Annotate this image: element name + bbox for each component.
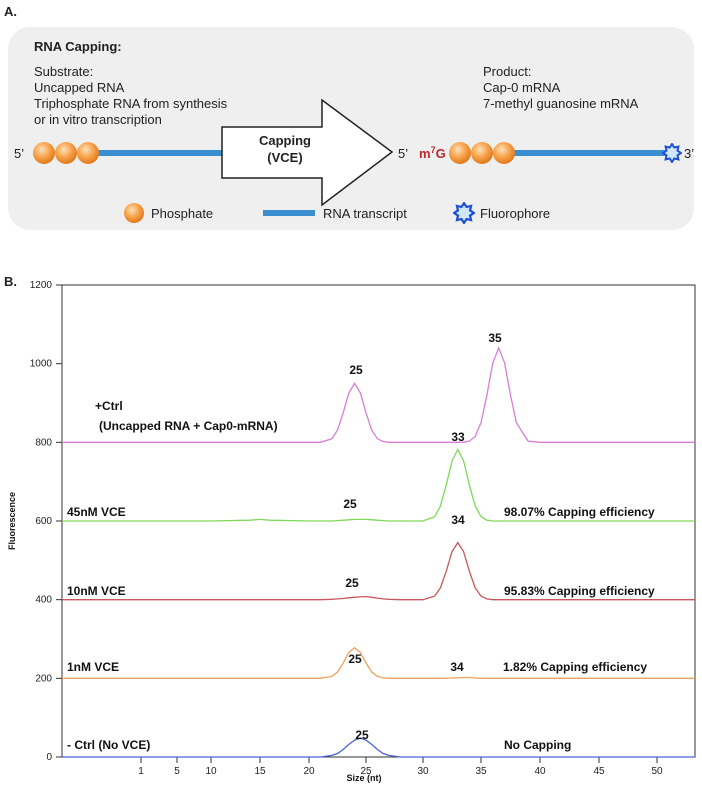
trace-label: 45nM VCE [67,505,126,519]
y-tick-label: 400 [35,595,52,606]
substrate-text: or in vitro transcription [34,112,162,127]
substrate-text: Triphosphate RNA from synthesis [34,96,228,111]
x-tick-label: 10 [205,766,217,777]
trace-label: 10nM VCE [67,584,126,598]
chart: Fluorescence Size (nt) 0 200 400 600 800 1000… [7,280,696,783]
fluorophore [662,143,682,163]
phosphate [493,142,515,164]
x-tick-label: 15 [254,766,266,777]
panel-a: A. RNA Capping: Substrate: Uncapped RNA … [4,4,694,230]
capping-note: 98.07% Capping efficiency [504,505,655,519]
legend-fluorophore [453,202,475,224]
three-prime: 3’ [684,146,694,161]
x-tick-label: 1 [138,766,144,777]
cap-part: 7 [431,145,436,155]
y-tick-label: 1000 [30,359,53,370]
trace-label-detail: (Uncapped RNA + Cap0-mRNA) [99,419,278,433]
x-tick-label: 25 [360,766,372,777]
peak-label: 34 [451,513,465,527]
legend-transcript [263,210,315,216]
legend-text: Phosphate [151,206,213,221]
panel-label: B. [4,274,17,289]
product-text: Cap-0 mRNA [483,80,561,95]
peak-label: 35 [488,331,502,345]
peak-label: 25 [349,363,363,377]
x-tick-label: 30 [417,766,429,777]
legend-phosphate [124,203,144,223]
x-tick-label: 5 [174,766,180,777]
x-tick-label: 50 [651,766,663,777]
trace-label: +Ctrl [95,399,123,413]
trace [62,346,695,443]
x-tick-label: 35 [475,766,487,777]
five-prime: 5’ [398,146,408,161]
capping-note: 95.83% Capping efficiency [504,584,655,598]
five-prime: 5’ [14,146,24,161]
x-tick-label: 20 [303,766,315,777]
arrow-text: (VCE) [267,150,302,165]
y-tick-label: 0 [46,752,52,763]
trace-label: 1nM VCE [67,660,119,674]
trace [62,447,695,522]
y-axis-label: Fluorescence [7,492,17,550]
legend-text: Fluorophore [480,206,550,221]
trace-label: - Ctrl (No VCE) [67,738,150,752]
phosphate [449,142,471,164]
rna-transcript [96,150,248,156]
phosphate [471,142,493,164]
peak-label: 25 [348,652,362,666]
panel-label: A. [4,4,17,19]
heading: RNA Capping: [34,39,122,54]
phosphate [55,142,77,164]
cap-part: G [436,146,446,161]
substrate-text: Uncapped RNA [34,80,125,95]
y-tick-label: 600 [35,516,52,527]
legend-text: RNA transcript [323,206,407,221]
rna-transcript [511,150,668,156]
phosphate [33,142,55,164]
phosphate [77,142,99,164]
product-text: Product: [483,64,531,79]
y-tick-label: 1200 [30,280,53,291]
trace [62,646,695,679]
cap-label: m7G [419,145,446,161]
y-tick-label: 200 [35,673,52,684]
x-tick-label: 45 [593,766,605,777]
peak-label: 25 [345,576,359,590]
peak-label: 34 [450,660,464,674]
capping-note: 1.82% Capping efficiency [503,660,647,674]
capping-note: No Capping [504,738,571,752]
substrate-text: Substrate: [34,64,93,79]
peak-label: 25 [343,497,357,511]
y-tick-label: 800 [35,437,52,448]
x-axis-label: Size (nt) [347,773,382,783]
cap-part: m [419,146,431,161]
x-tick-label: 40 [534,766,546,777]
arrow-text: Capping [259,133,311,148]
trace [62,737,695,758]
product-text: 7-methyl guanosine mRNA [483,96,639,111]
peak-label: 33 [451,430,465,444]
peak-label: 25 [355,728,369,742]
trace [62,541,695,601]
capping-arrow [221,98,394,207]
